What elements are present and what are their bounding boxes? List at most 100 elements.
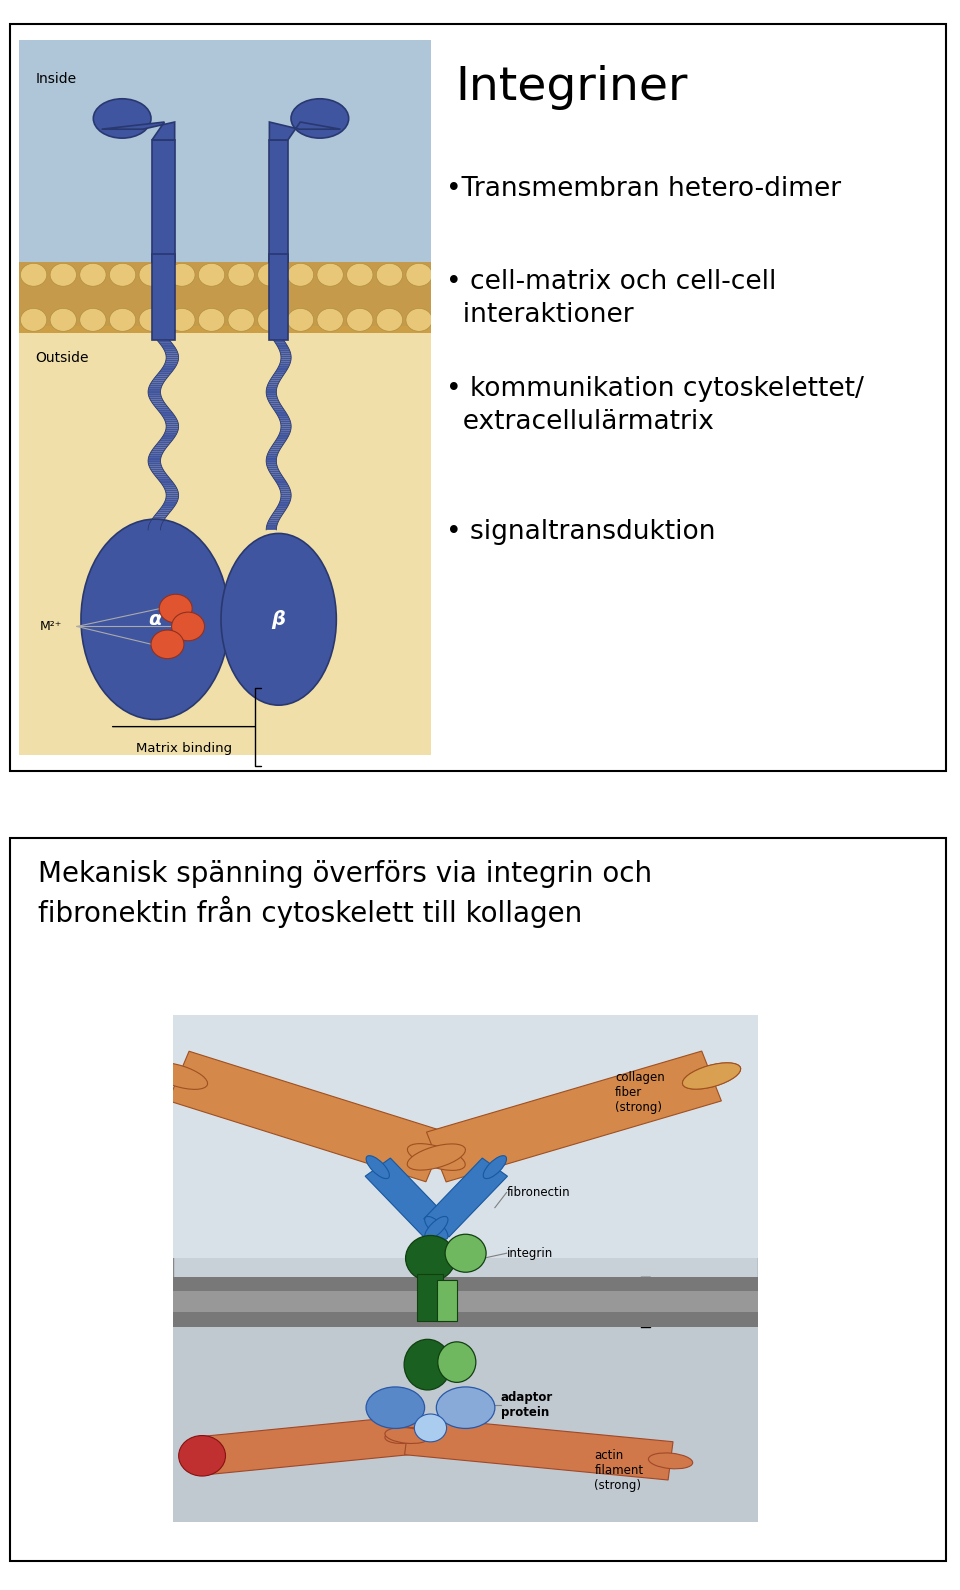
- FancyBboxPatch shape: [10, 24, 946, 771]
- Polygon shape: [165, 499, 179, 501]
- Polygon shape: [278, 434, 289, 436]
- Polygon shape: [200, 1417, 410, 1476]
- Polygon shape: [148, 393, 160, 394]
- Polygon shape: [149, 525, 161, 526]
- Polygon shape: [102, 122, 175, 140]
- Polygon shape: [166, 423, 179, 425]
- Polygon shape: [276, 437, 287, 440]
- Polygon shape: [275, 509, 286, 510]
- Polygon shape: [156, 407, 170, 409]
- Polygon shape: [268, 520, 279, 522]
- Circle shape: [20, 264, 47, 286]
- Polygon shape: [275, 370, 286, 372]
- Polygon shape: [154, 405, 168, 407]
- Polygon shape: [267, 396, 277, 398]
- FancyBboxPatch shape: [173, 1312, 758, 1326]
- Polygon shape: [266, 526, 276, 528]
- Circle shape: [406, 264, 432, 286]
- Polygon shape: [163, 434, 177, 436]
- Polygon shape: [164, 432, 178, 434]
- Ellipse shape: [437, 1386, 495, 1428]
- Polygon shape: [274, 409, 285, 412]
- Ellipse shape: [385, 1428, 429, 1444]
- FancyBboxPatch shape: [270, 254, 288, 340]
- FancyBboxPatch shape: [152, 140, 175, 262]
- Polygon shape: [273, 407, 284, 409]
- Text: α: α: [149, 611, 162, 628]
- Polygon shape: [277, 483, 289, 487]
- Polygon shape: [149, 453, 162, 455]
- Polygon shape: [166, 353, 179, 356]
- Circle shape: [109, 308, 135, 331]
- Text: fibronectin: fibronectin: [507, 1186, 570, 1199]
- Polygon shape: [267, 467, 278, 469]
- Polygon shape: [163, 487, 177, 488]
- Polygon shape: [148, 394, 161, 396]
- Polygon shape: [270, 447, 281, 450]
- Polygon shape: [154, 445, 168, 447]
- Polygon shape: [165, 351, 179, 353]
- Circle shape: [199, 264, 225, 286]
- Circle shape: [20, 308, 47, 331]
- Text: plasma
membrane
(weak): plasma membrane (weak): [653, 1280, 718, 1323]
- Polygon shape: [163, 502, 177, 506]
- Polygon shape: [266, 393, 276, 394]
- Circle shape: [376, 264, 402, 286]
- Polygon shape: [267, 525, 277, 526]
- FancyBboxPatch shape: [19, 326, 431, 755]
- Text: integrin: integrin: [507, 1247, 553, 1259]
- Ellipse shape: [404, 1339, 451, 1390]
- Polygon shape: [266, 394, 276, 396]
- Polygon shape: [150, 520, 164, 522]
- Ellipse shape: [405, 1235, 455, 1282]
- Polygon shape: [267, 522, 278, 525]
- Polygon shape: [273, 444, 284, 445]
- Circle shape: [347, 264, 373, 286]
- Ellipse shape: [291, 99, 348, 138]
- Ellipse shape: [221, 534, 336, 706]
- Circle shape: [169, 308, 195, 331]
- Polygon shape: [275, 480, 286, 482]
- FancyBboxPatch shape: [173, 1016, 758, 1258]
- Circle shape: [172, 612, 204, 641]
- Circle shape: [50, 308, 77, 331]
- Polygon shape: [149, 455, 161, 456]
- Polygon shape: [271, 445, 282, 447]
- Circle shape: [139, 308, 165, 331]
- Polygon shape: [266, 461, 276, 463]
- Polygon shape: [266, 463, 276, 464]
- Polygon shape: [275, 342, 286, 343]
- Polygon shape: [154, 515, 168, 517]
- Polygon shape: [404, 1417, 673, 1480]
- Polygon shape: [279, 363, 290, 366]
- Circle shape: [199, 308, 225, 331]
- Ellipse shape: [424, 1216, 448, 1239]
- Polygon shape: [277, 347, 289, 348]
- Polygon shape: [164, 350, 178, 351]
- Polygon shape: [280, 431, 291, 432]
- Polygon shape: [149, 522, 162, 525]
- Polygon shape: [149, 396, 161, 398]
- Polygon shape: [166, 491, 179, 493]
- Circle shape: [151, 630, 184, 658]
- Circle shape: [179, 1436, 226, 1476]
- FancyBboxPatch shape: [152, 254, 175, 340]
- Polygon shape: [273, 477, 284, 479]
- Ellipse shape: [366, 1156, 390, 1178]
- Polygon shape: [270, 378, 281, 380]
- Ellipse shape: [180, 1448, 225, 1464]
- Polygon shape: [148, 390, 160, 393]
- Polygon shape: [279, 488, 290, 490]
- Polygon shape: [280, 428, 291, 431]
- Polygon shape: [281, 493, 291, 496]
- Ellipse shape: [438, 1342, 476, 1382]
- Ellipse shape: [407, 1143, 466, 1170]
- Polygon shape: [276, 482, 287, 483]
- Polygon shape: [156, 477, 170, 479]
- Polygon shape: [166, 358, 179, 359]
- Polygon shape: [278, 487, 289, 488]
- Polygon shape: [276, 343, 287, 347]
- Polygon shape: [277, 506, 289, 507]
- Polygon shape: [271, 474, 282, 477]
- Polygon shape: [281, 358, 291, 359]
